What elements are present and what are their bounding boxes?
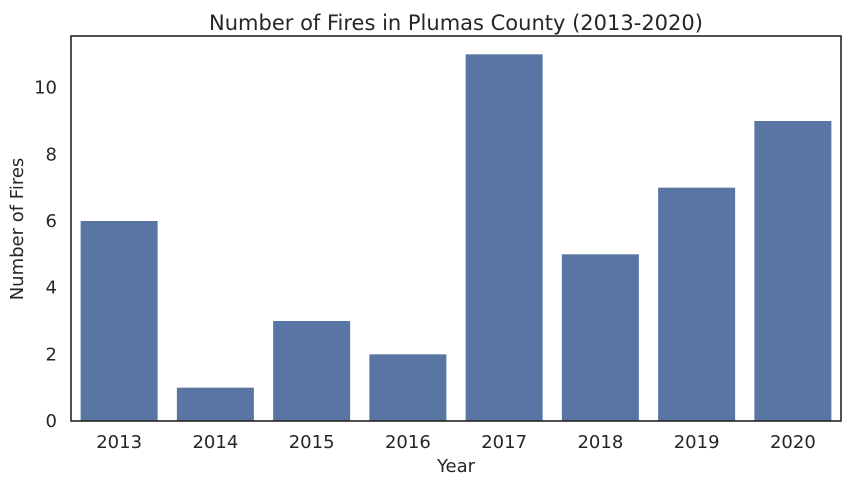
bar-2019 xyxy=(658,187,736,421)
y-tick-label-4: 4 xyxy=(46,278,57,299)
x-tick-label-2013: 2013 xyxy=(96,432,142,453)
bar-2016 xyxy=(369,354,447,421)
y-axis-label: Number of Fires xyxy=(7,158,28,301)
y-axis-ticks: 0 2 4 6 8 10 xyxy=(34,78,57,432)
x-tick-label-2015: 2015 xyxy=(289,432,335,453)
x-tick-label-2019: 2019 xyxy=(674,432,720,453)
y-tick-label-0: 0 xyxy=(46,411,57,432)
x-tick-label-2017: 2017 xyxy=(481,432,527,453)
y-tick-label-6: 6 xyxy=(46,211,57,232)
x-tick-label-2014: 2014 xyxy=(192,432,238,453)
bar-2013 xyxy=(80,221,158,421)
bars-group xyxy=(80,54,832,421)
x-tick-label-2020: 2020 xyxy=(770,432,816,453)
bar-2014 xyxy=(176,387,254,421)
bar-2020 xyxy=(754,121,832,421)
x-tick-label-2016: 2016 xyxy=(385,432,431,453)
x-tick-label-2018: 2018 xyxy=(577,432,623,453)
y-tick-label-8: 8 xyxy=(46,144,57,165)
bar-2015 xyxy=(273,321,351,421)
y-tick-label-10: 10 xyxy=(34,78,57,99)
x-axis-ticks: 2013 2014 2015 2016 2017 2018 2019 2020 xyxy=(96,432,816,453)
bar-2018 xyxy=(561,254,639,421)
y-tick-label-2: 2 xyxy=(46,344,57,365)
plot-frame xyxy=(70,35,842,422)
bar-2017 xyxy=(465,54,543,421)
chart-title: Number of Fires in Plumas County (2013-2… xyxy=(209,11,703,35)
x-axis-label: Year xyxy=(436,456,476,477)
